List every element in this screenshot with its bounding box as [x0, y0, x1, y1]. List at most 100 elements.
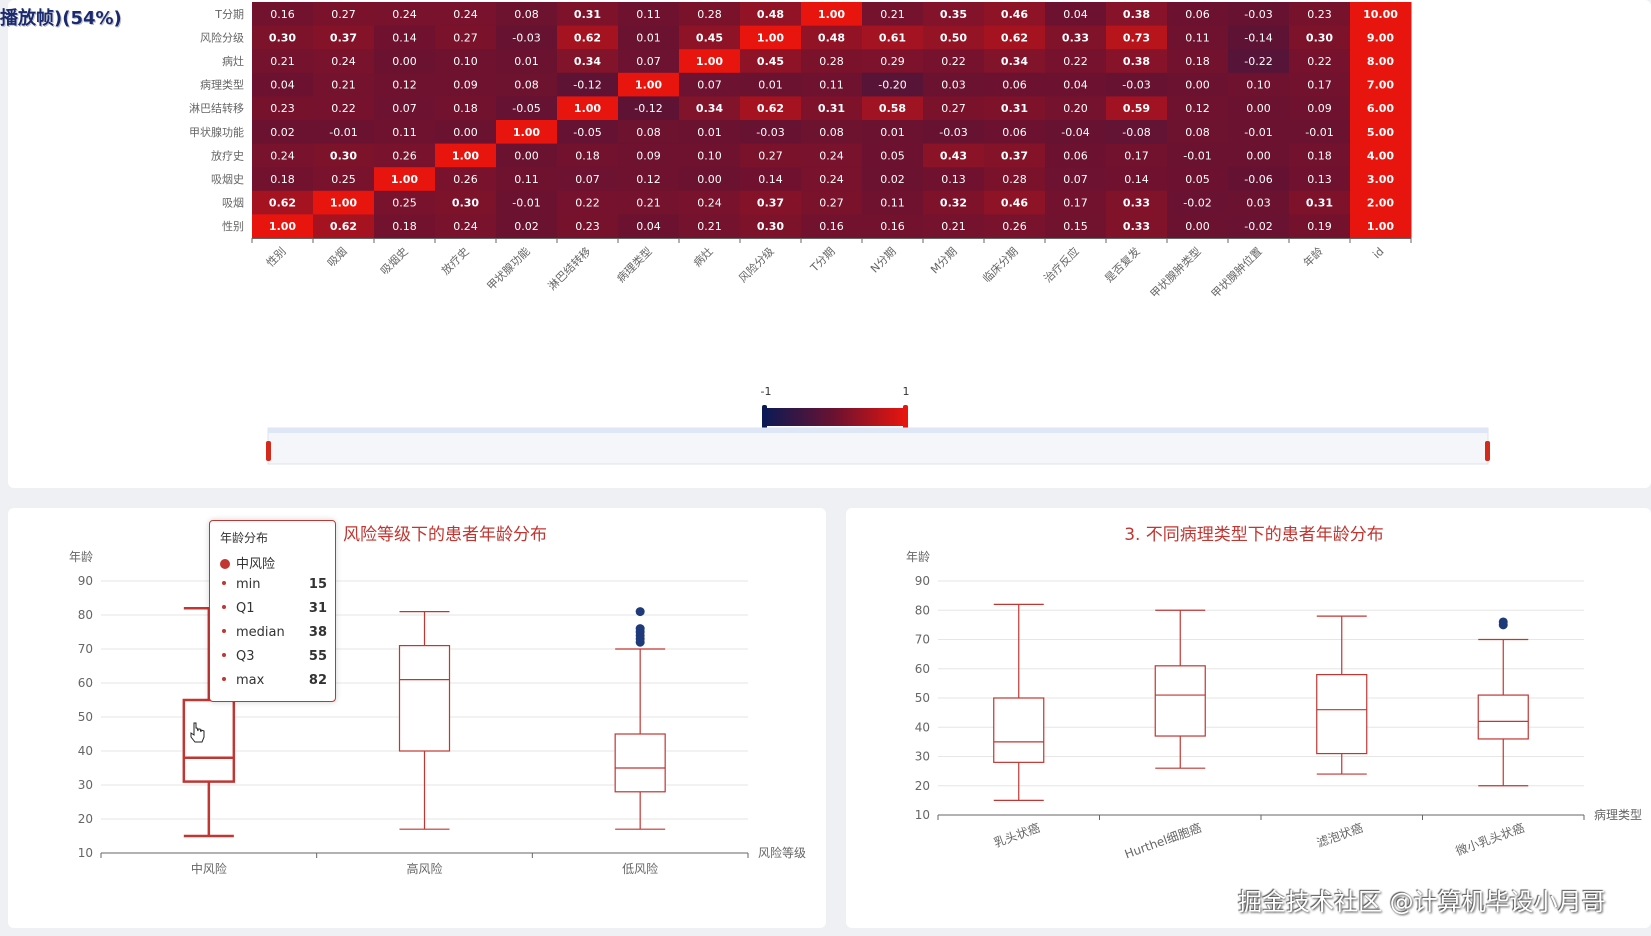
heatmap-cell[interactable] [1106, 25, 1168, 50]
heatmap-cell[interactable] [1045, 214, 1107, 239]
heatmap-cell[interactable] [1106, 190, 1168, 215]
heatmap-cell[interactable] [313, 72, 375, 97]
heatmap-cell[interactable] [1228, 167, 1290, 192]
heatmap-cell[interactable] [435, 72, 497, 97]
heatmap-cell[interactable] [679, 167, 741, 192]
heatmap-cell[interactable] [984, 49, 1046, 74]
heatmap-cell[interactable] [435, 96, 497, 121]
pathology-boxplot-box[interactable] [1316, 615, 1368, 775]
heatmap-cell[interactable] [618, 167, 680, 192]
heatmap-cell[interactable] [252, 72, 314, 97]
heatmap-cell[interactable] [1106, 96, 1168, 121]
heatmap-cell[interactable] [374, 214, 436, 239]
heatmap-cell[interactable] [740, 143, 802, 168]
heatmap-cell[interactable] [862, 190, 924, 215]
heatmap-cell[interactable] [1045, 25, 1107, 50]
heatmap-cell[interactable] [862, 120, 924, 145]
datazoom-handle-right[interactable] [1485, 441, 1490, 461]
heatmap-cell[interactable] [679, 72, 741, 97]
pathology-boxplot-box[interactable] [1154, 609, 1206, 769]
heatmap-cell[interactable] [374, 49, 436, 74]
heatmap-cell[interactable] [313, 49, 375, 74]
heatmap-cell[interactable] [496, 25, 558, 50]
heatmap-cell[interactable] [801, 120, 863, 145]
heatmap-cell[interactable] [435, 167, 497, 192]
heatmap-cell[interactable] [923, 2, 985, 27]
heatmap-cell[interactable] [984, 120, 1046, 145]
heatmap-cell[interactable] [801, 143, 863, 168]
heatmap-cell[interactable] [496, 72, 558, 97]
heatmap-cell[interactable] [496, 143, 558, 168]
heatmap-cell[interactable] [435, 2, 497, 27]
heatmap-cell[interactable] [679, 190, 741, 215]
heatmap-cell[interactable] [618, 2, 680, 27]
heatmap-cell[interactable] [1045, 190, 1107, 215]
heatmap-cell[interactable] [313, 143, 375, 168]
heatmap-cell[interactable] [862, 96, 924, 121]
heatmap-cell[interactable] [1350, 120, 1412, 145]
heatmap-cell[interactable] [1289, 72, 1351, 97]
heatmap-cell[interactable] [923, 143, 985, 168]
heatmap-cell[interactable] [252, 49, 314, 74]
heatmap-cell[interactable] [252, 96, 314, 121]
heatmap-cell[interactable] [923, 190, 985, 215]
heatmap-cell[interactable] [618, 214, 680, 239]
heatmap-cell[interactable] [1045, 96, 1107, 121]
heatmap-cell[interactable] [557, 190, 619, 215]
heatmap-cell[interactable] [1167, 190, 1229, 215]
heatmap-cell[interactable] [679, 49, 741, 74]
heatmap-cell[interactable] [801, 190, 863, 215]
heatmap-cell[interactable] [1106, 49, 1168, 74]
heatmap-cell[interactable] [435, 143, 497, 168]
risk-boxplot-outlier-point[interactable] [635, 607, 645, 617]
heatmap-cell[interactable] [1106, 2, 1168, 27]
heatmap-cell[interactable] [374, 96, 436, 121]
heatmap-cell[interactable] [435, 190, 497, 215]
heatmap-cell[interactable] [1289, 25, 1351, 50]
heatmap-cell[interactable] [557, 120, 619, 145]
heatmap-cell[interactable] [557, 96, 619, 121]
heatmap-cell[interactable] [374, 120, 436, 145]
heatmap-cell[interactable] [618, 49, 680, 74]
heatmap-cell[interactable] [740, 214, 802, 239]
heatmap-cell[interactable] [557, 72, 619, 97]
heatmap-cell[interactable] [252, 143, 314, 168]
heatmap-cell[interactable] [1228, 190, 1290, 215]
heatmap-cell[interactable] [618, 96, 680, 121]
heatmap-cell[interactable] [1045, 2, 1107, 27]
heatmap-cell[interactable] [923, 120, 985, 145]
visual-map-bar[interactable] [764, 408, 906, 426]
heatmap-cell[interactable] [496, 214, 558, 239]
heatmap-cell[interactable] [984, 143, 1046, 168]
heatmap-cell[interactable] [1106, 72, 1168, 97]
visual-map-handle-low[interactable] [762, 405, 767, 429]
heatmap-cell[interactable] [496, 49, 558, 74]
heatmap-cell[interactable] [496, 96, 558, 121]
heatmap-cell[interactable] [374, 72, 436, 97]
heatmap-cell[interactable] [496, 190, 558, 215]
heatmap-cell[interactable] [1228, 72, 1290, 97]
heatmap-cell[interactable] [1167, 2, 1229, 27]
heatmap-cell[interactable] [252, 120, 314, 145]
heatmap-cell[interactable] [801, 214, 863, 239]
heatmap-cell[interactable] [801, 96, 863, 121]
heatmap-cell[interactable] [1167, 96, 1229, 121]
heatmap-cell[interactable] [435, 214, 497, 239]
heatmap-cell[interactable] [1350, 214, 1412, 239]
heatmap-cell[interactable] [1350, 96, 1412, 121]
heatmap-cell[interactable] [1045, 72, 1107, 97]
heatmap-cell[interactable] [435, 120, 497, 145]
heatmap-cell[interactable] [1289, 49, 1351, 74]
visual-map-handle-high[interactable] [903, 405, 908, 429]
risk-boxplot-box[interactable] [182, 606, 236, 838]
pathology-boxplot-box[interactable] [1477, 638, 1529, 787]
heatmap-cell[interactable] [313, 2, 375, 27]
heatmap-cell[interactable] [984, 214, 1046, 239]
heatmap-cell[interactable] [1228, 2, 1290, 27]
heatmap-cell[interactable] [740, 2, 802, 27]
datazoom-handle-left[interactable] [266, 441, 271, 461]
heatmap-cell[interactable] [679, 2, 741, 27]
risk-boxplot-outlier-point[interactable] [635, 637, 645, 647]
heatmap-cell[interactable] [1289, 167, 1351, 192]
heatmap-cell[interactable] [1350, 167, 1412, 192]
